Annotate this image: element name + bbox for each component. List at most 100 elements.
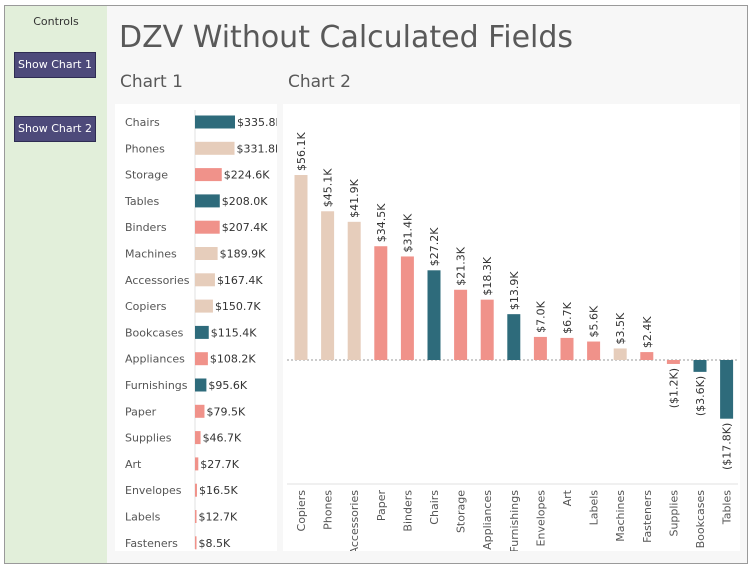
chart-2-bar-bookcases[interactable] [693,360,707,372]
chart-1-bar-envelopes[interactable] [195,483,197,497]
chart-1-value-label-accessories: $167.4K [217,274,263,287]
chart-2-bar-chairs[interactable] [427,270,441,360]
chart-2-category-label-storage: Storage [455,490,468,533]
chart-2-value-label-accessories: $41.9K [348,178,361,217]
chart-1-value-label-envelopes: $16.5K [199,484,238,497]
chart-1: Chairs $335.8K Phones $331.8K Storage $224.6K… [124,110,283,550]
chart-2-bar-envelopes[interactable] [533,336,547,360]
chart-1-bar-fasteners[interactable] [195,536,197,550]
chart-1-value-label-tables: $208.0K [222,195,268,208]
chart-1-value-label-furnishings: $95.6K [208,379,247,392]
chart-1-bar-chairs[interactable] [195,115,235,129]
chart-1-bar-bookcases[interactable] [195,325,209,339]
chart-2-value-label-binders: $31.4K [401,213,414,252]
chart-2: $56.1K Copiers $45.1K Phones $41.9K Accessori… [287,132,738,554]
chart-1-bar-appliances[interactable] [195,352,208,366]
chart-2-bar-furnishings[interactable] [507,314,521,360]
chart-2-value-label-appliances: $18.3K [481,256,494,295]
chart-2-category-label-art: Art [561,489,574,506]
chart-1-category-label-accessories: Accessories [125,274,190,287]
chart-2-bar-machines[interactable] [613,348,627,360]
chart-1-value-label-labels: $12.7K [199,511,238,524]
chart-1-value-label-chairs: $335.8K [237,116,277,129]
chart-2-bar-art[interactable] [560,337,574,360]
page-title: DZV Without Calculated Fields [119,20,574,55]
chart-2-value-label-paper: $34.5K [375,203,388,242]
chart-1-value-label-paper: $79.5K [206,405,245,418]
chart-2-category-label-labels: Labels [588,490,601,526]
chart-2-bar-binders[interactable] [400,256,414,360]
chart-2-category-label-copiers: Copiers [295,490,308,532]
chart-1-bar-supplies[interactable] [195,431,201,445]
chart-2-value-label-art: $6.7K [561,301,574,333]
chart-1-bar-art[interactable] [195,457,199,471]
chart-1-title: Chart 1 [120,72,183,92]
chart-2-value-label-copiers: $56.1K [295,132,308,171]
chart-1-category-label-machines: Machines [125,248,177,261]
chart-1-value-label-machines: $189.9K [220,248,266,261]
chart-2-bar-labels[interactable] [587,341,601,360]
chart-1-bar-paper[interactable] [195,404,205,418]
chart-2-bar-copiers[interactable] [294,175,308,360]
chart-2-bar-storage[interactable] [454,289,468,360]
chart-2-bar-tables[interactable] [720,360,734,419]
chart-1-value-label-phones: $331.8K [237,142,277,155]
chart-1-category-label-binders: Binders [125,221,167,234]
chart-2-value-label-bookcases: ($3.6K) [694,376,707,416]
chart-2-value-label-supplies: ($1.2K) [667,368,680,408]
chart-1-value-label-supplies: $46.7K [203,432,242,445]
chart-2-bar-paper[interactable] [374,246,388,360]
controls-title: Controls [33,15,79,28]
chart-1-bar-phones[interactable] [195,141,235,155]
chart-1-bar-tables[interactable] [195,194,220,208]
chart-1-bar-machines[interactable] [195,247,218,260]
chart-2-value-label-tables: ($17.8K) [721,423,734,470]
chart-1-bar-accessories[interactable] [195,273,215,287]
chart-1-value-label-copiers: $150.7K [215,300,261,313]
show-chart-1-button[interactable]: Show Chart 1 [14,52,96,78]
chart-1-bar-binders[interactable] [195,220,220,234]
chart-1-category-label-copiers: Copiers [125,300,167,313]
show-chart-2-button[interactable]: Show Chart 2 [14,116,96,142]
chart-2-panel: $56.1K Copiers $45.1K Phones $41.9K Accessori… [283,104,740,554]
chart-1-category-label-art: Art [125,458,142,471]
chart-1-category-label-fasteners: Fasteners [125,537,178,550]
chart-2-bar-phones[interactable] [321,211,335,360]
chart-1-panel: Chairs $335.8K Phones $331.8K Storage $224.6K… [115,104,283,551]
chart-1-category-label-storage: Storage [125,169,168,182]
chart-1-bar-furnishings[interactable] [195,378,207,392]
chart-2-value-label-machines: $3.5K [614,312,627,344]
chart-2-category-label-paper: Paper [375,490,388,522]
chart-2-category-label-accessories: Accessories [348,490,361,551]
chart-1-bar-labels[interactable] [195,510,197,523]
chart-2-category-label-tables: Tables [721,490,734,525]
chart-1-category-label-phones: Phones [125,142,165,155]
chart-2-category-label-supplies: Supplies [667,490,680,537]
chart-1-value-label-appliances: $108.2K [210,353,256,366]
chart-1-value-label-art: $27.7K [200,458,239,471]
chart-2-category-label-chairs: Chairs [428,490,441,525]
chart-2-bar-fasteners[interactable] [640,352,654,360]
chart-1-category-label-supplies: Supplies [125,432,172,445]
chart-1-value-label-storage: $224.6K [224,169,270,182]
chart-2-category-label-machines: Machines [614,490,627,542]
chart-1-value-label-fasteners: $8.5K [199,537,231,550]
chart-1-category-label-bookcases: Bookcases [125,326,184,339]
chart-2-category-label-fasteners: Fasteners [641,490,654,543]
chart-2-value-label-fasteners: $2.4K [641,316,654,348]
chart-1-category-label-furnishings: Furnishings [125,379,188,392]
chart-2-bar-appliances[interactable] [480,299,494,360]
chart-2-value-label-phones: $45.1K [322,168,335,207]
chart-2-bar-accessories[interactable] [347,221,361,360]
chart-1-bar-storage[interactable] [195,168,222,182]
chart-2-title: Chart 2 [288,72,351,92]
chart-2-category-label-envelopes: Envelopes [534,490,547,547]
dashboard-frame: Controls Show Chart 1 Show Chart 2 DZV W… [4,5,748,564]
chart-2-category-label-binders: Binders [401,490,414,532]
chart-1-bar-copiers[interactable] [195,299,213,313]
chart-1-category-label-labels: Labels [125,511,161,524]
chart-1-value-label-bookcases: $115.4K [211,326,257,339]
chart-2-value-label-envelopes: $7.0K [534,300,547,332]
chart-2-bar-supplies[interactable] [666,360,680,364]
chart-2-category-label-furnishings: Furnishings [508,490,521,551]
